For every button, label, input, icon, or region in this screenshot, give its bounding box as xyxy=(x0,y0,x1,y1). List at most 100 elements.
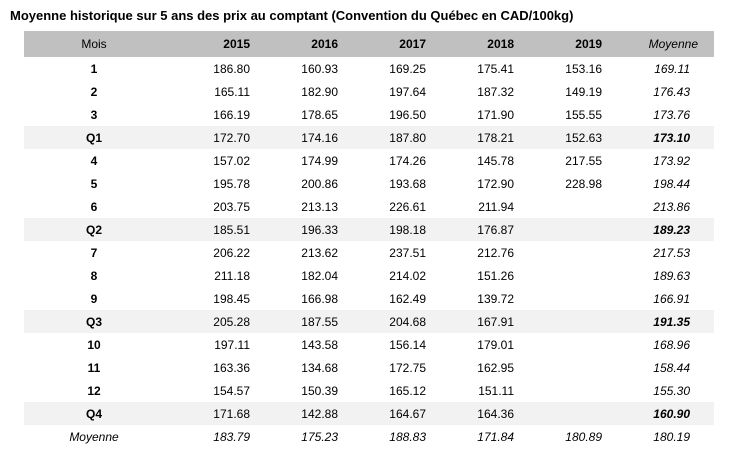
price-cell: 143.58 xyxy=(301,337,338,352)
price-cell: 153.16 xyxy=(565,61,602,76)
column-header-mois: Mois xyxy=(24,31,164,57)
price-cell: 175.41 xyxy=(477,61,514,76)
price-cell: 166.19 xyxy=(213,107,250,122)
price-cell: 187.80 xyxy=(340,126,428,149)
price-cell: 189.23 xyxy=(604,218,714,241)
column-header-moyenne: Moyenne xyxy=(604,31,714,57)
price-cell: 151.26 xyxy=(477,268,514,283)
row-label: 3 xyxy=(90,107,98,122)
month-row: 12 154.57 150.39 165.12 151.11 155.30 xyxy=(24,379,714,402)
price-cell: 217.53 xyxy=(653,245,690,260)
price-cell: 203.75 xyxy=(213,199,250,214)
month-row: 3 166.19 178.65 196.50 171.90 155.55 173.76 xyxy=(24,103,714,126)
row-label: 1 xyxy=(90,61,98,76)
row-label: 6 xyxy=(90,199,98,214)
price-cell xyxy=(516,356,604,379)
price-cell: 164.36 xyxy=(428,402,516,425)
month-row: 2 165.11 182.90 197.64 187.32 149.19 176.43 xyxy=(24,80,714,103)
price-cell: 196.33 xyxy=(252,218,340,241)
price-cell: 150.39 xyxy=(301,383,338,398)
price-cell: 186.80 xyxy=(213,61,250,76)
month-row: 8 211.18 182.04 214.02 151.26 189.63 xyxy=(24,264,714,287)
price-cell: 160.90 xyxy=(604,402,714,425)
price-cell: 145.78 xyxy=(477,153,514,168)
quarter-row: Q1 172.70 174.16 187.80 178.21 152.63 173.10 xyxy=(24,126,714,149)
price-cell: 166.91 xyxy=(653,291,690,306)
quarter-row: Q2 185.51 196.33 198.18 176.87 189.23 xyxy=(24,218,714,241)
price-cell: 155.55 xyxy=(565,107,602,122)
price-cell: 162.95 xyxy=(477,360,514,375)
price-cell: 175.23 xyxy=(301,429,338,444)
price-cell: 173.10 xyxy=(604,126,714,149)
month-row: 5 195.78 200.86 193.68 172.90 228.98 198.44 xyxy=(24,172,714,195)
price-cell: 173.76 xyxy=(653,107,690,122)
table-header-row: Mois 2015 2016 2017 2018 2019 Moyenne xyxy=(24,31,714,57)
price-cell: 212.76 xyxy=(477,245,514,260)
price-cell: 152.63 xyxy=(516,126,604,149)
price-cell: 172.90 xyxy=(477,176,514,191)
row-label: 5 xyxy=(90,176,98,191)
price-cell: 185.51 xyxy=(164,218,252,241)
price-cell: 176.43 xyxy=(653,84,690,99)
price-cell: 167.91 xyxy=(428,310,516,333)
price-cell: 211.94 xyxy=(478,199,514,214)
price-cell xyxy=(516,264,604,287)
price-cell: 191.35 xyxy=(604,310,714,333)
price-cell: 178.65 xyxy=(301,107,338,122)
price-cell: 195.78 xyxy=(213,176,250,191)
page-title: Moyenne historique sur 5 ans des prix au… xyxy=(10,8,574,23)
price-cell: 172.70 xyxy=(164,126,252,149)
price-cell: 154.57 xyxy=(213,383,250,398)
price-cell: 169.25 xyxy=(389,61,426,76)
price-cell: 149.19 xyxy=(565,84,602,99)
price-cell: 206.22 xyxy=(213,245,250,260)
price-cell: 213.86 xyxy=(653,199,690,214)
price-cell: 174.26 xyxy=(389,153,426,168)
quarter-row: Q3 205.28 187.55 204.68 167.91 191.35 xyxy=(24,310,714,333)
price-cell: 166.98 xyxy=(301,291,338,306)
price-cell: 237.51 xyxy=(389,245,426,260)
price-cell: 196.50 xyxy=(389,107,426,122)
price-cell: 151.11 xyxy=(478,383,514,398)
price-cell: 182.90 xyxy=(301,84,338,99)
price-cell: 183.79 xyxy=(213,429,250,444)
price-cell: 171.90 xyxy=(477,107,514,122)
row-label: Q4 xyxy=(24,402,164,425)
price-cell: 168.96 xyxy=(653,337,690,352)
row-label: 4 xyxy=(90,153,98,168)
price-cell: 171.84 xyxy=(477,429,514,444)
row-label: 7 xyxy=(90,245,98,260)
row-label: Q1 xyxy=(24,126,164,149)
column-header-2019: 2019 xyxy=(516,31,604,57)
row-label: 9 xyxy=(90,291,98,306)
price-cell: 213.13 xyxy=(301,199,338,214)
price-cell: 198.44 xyxy=(653,176,690,191)
month-row: 4 157.02 174.99 174.26 145.78 217.55 173.92 xyxy=(24,149,714,172)
month-row: 9 198.45 166.98 162.49 139.72 166.91 xyxy=(24,287,714,310)
price-cell: 171.68 xyxy=(164,402,252,425)
price-cell: 188.83 xyxy=(389,429,426,444)
price-cell: 174.16 xyxy=(252,126,340,149)
price-cell: 157.02 xyxy=(213,153,250,168)
price-cell xyxy=(516,402,604,425)
price-cell: 205.28 xyxy=(164,310,252,333)
month-row: 7 206.22 213.62 237.51 212.76 217.53 xyxy=(24,241,714,264)
average-row: Moyenne 183.79 175.23 188.83 171.84 180.89 180… xyxy=(24,425,714,448)
price-cell: 160.93 xyxy=(301,61,338,76)
price-cell: 172.75 xyxy=(389,360,426,375)
price-cell: 165.11 xyxy=(214,84,250,99)
price-cell: 214.02 xyxy=(389,268,426,283)
price-cell: 217.55 xyxy=(565,153,602,168)
price-cell: 226.61 xyxy=(389,199,426,214)
row-label: 11 xyxy=(87,360,101,375)
price-cell: 189.63 xyxy=(653,268,690,283)
price-cell: 164.67 xyxy=(340,402,428,425)
price-cell: 174.99 xyxy=(301,153,338,168)
row-label: 8 xyxy=(90,268,98,283)
price-cell: 178.21 xyxy=(428,126,516,149)
price-cell: 213.62 xyxy=(301,245,338,260)
price-cell: 204.68 xyxy=(340,310,428,333)
column-header-2017: 2017 xyxy=(340,31,428,57)
month-row: 10 197.11 143.58 156.14 179.01 168.96 xyxy=(24,333,714,356)
price-cell: 198.18 xyxy=(340,218,428,241)
